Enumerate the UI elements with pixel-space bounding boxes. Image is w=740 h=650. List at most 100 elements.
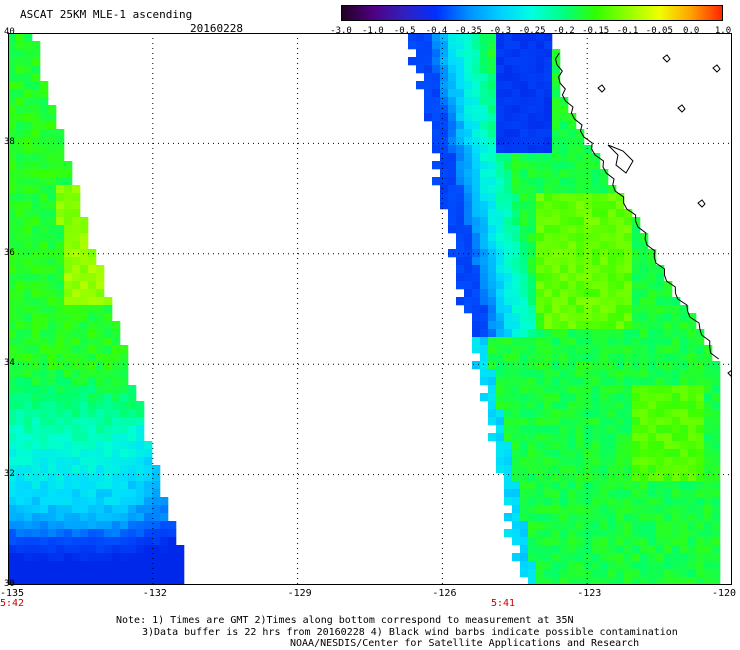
wind-cell (688, 553, 697, 562)
wind-cell (16, 393, 25, 402)
wind-cell (672, 385, 681, 394)
wind-cell (544, 497, 553, 506)
wind-cell (488, 289, 497, 298)
wind-cell (688, 545, 697, 554)
wind-cell (8, 449, 17, 458)
wind-cell (712, 537, 721, 546)
wind-cell (568, 145, 577, 154)
wind-cell (680, 393, 689, 402)
wind-cell (632, 481, 641, 490)
wind-cell (136, 497, 145, 506)
wind-cell (176, 553, 185, 562)
wind-cell (536, 401, 545, 410)
wind-cell (104, 369, 113, 378)
wind-cell (80, 441, 89, 450)
wind-cell (8, 97, 17, 106)
wind-cell (496, 337, 505, 346)
wind-cell (96, 393, 105, 402)
wind-cell (520, 473, 529, 482)
wind-cell (688, 561, 697, 570)
wind-cell (144, 481, 153, 490)
wind-cell (488, 313, 497, 322)
wind-cell (40, 217, 49, 226)
wind-cell (648, 465, 657, 474)
wind-cell (64, 569, 73, 578)
wind-cell (608, 401, 617, 410)
wind-cell (496, 193, 505, 202)
wind-cell (456, 73, 465, 82)
wind-cell (568, 521, 577, 530)
wind-cell (8, 393, 17, 402)
wind-cell (528, 545, 537, 554)
wind-cell (560, 257, 569, 266)
wind-cell (640, 305, 649, 314)
wind-cell (664, 577, 673, 585)
swath-time-left: 5:42 (0, 598, 25, 609)
wind-cell (680, 353, 689, 362)
wind-cell (544, 49, 553, 58)
wind-cell (640, 569, 649, 578)
wind-cell (8, 113, 17, 122)
wind-cell (576, 369, 585, 378)
wind-cell (88, 465, 97, 474)
wind-cell (616, 297, 625, 306)
wind-cell (32, 225, 41, 234)
wind-cell (16, 177, 25, 186)
wind-cell (16, 465, 25, 474)
wind-cell (48, 153, 57, 162)
wind-cell (16, 537, 25, 546)
wind-cell (88, 529, 97, 538)
colorbar-label: -0.25 (518, 26, 546, 36)
wind-cell (144, 465, 153, 474)
wind-cell (640, 409, 649, 418)
wind-cell (688, 401, 697, 410)
wind-cell (24, 577, 33, 585)
wind-cell (464, 177, 473, 186)
wind-cell (48, 169, 57, 178)
wind-cell (128, 433, 137, 442)
wind-cell (16, 449, 25, 458)
wind-cell (648, 297, 657, 306)
wind-cell (80, 481, 89, 490)
wind-cell (608, 313, 617, 322)
wind-cell (520, 225, 529, 234)
wind-cell (576, 217, 585, 226)
wind-cell (88, 265, 97, 274)
wind-cell (584, 345, 593, 354)
wind-cell (544, 577, 553, 585)
wind-cell (624, 273, 633, 282)
wind-cell (16, 433, 25, 442)
wind-cell (608, 361, 617, 370)
wind-cell (80, 281, 89, 290)
wind-cell (600, 385, 609, 394)
wind-cell (96, 577, 105, 585)
wind-cell (48, 417, 57, 426)
wind-cell (512, 113, 521, 122)
wind-cell (520, 393, 529, 402)
wind-cell (104, 473, 113, 482)
wind-cell (712, 569, 721, 578)
wind-cell (488, 321, 497, 330)
wind-cell (24, 81, 33, 90)
wind-cell (536, 465, 545, 474)
wind-cell (568, 281, 577, 290)
wind-cell (528, 409, 537, 418)
wind-cell (568, 121, 577, 130)
wind-cell (712, 361, 721, 370)
wind-cell (648, 249, 657, 258)
wind-cell (488, 65, 497, 74)
wind-cell (640, 233, 649, 242)
wind-cell (120, 433, 129, 442)
wind-cell (464, 217, 473, 226)
wind-cell (616, 217, 625, 226)
wind-cell (568, 337, 577, 346)
wind-cell (704, 409, 713, 418)
wind-cell (440, 177, 449, 186)
wind-cell (512, 489, 521, 498)
wind-cell (552, 345, 561, 354)
wind-cell (48, 361, 57, 370)
wind-cell (640, 425, 649, 434)
wind-cell (480, 65, 489, 74)
wind-cell (552, 105, 561, 114)
wind-cell (536, 89, 545, 98)
